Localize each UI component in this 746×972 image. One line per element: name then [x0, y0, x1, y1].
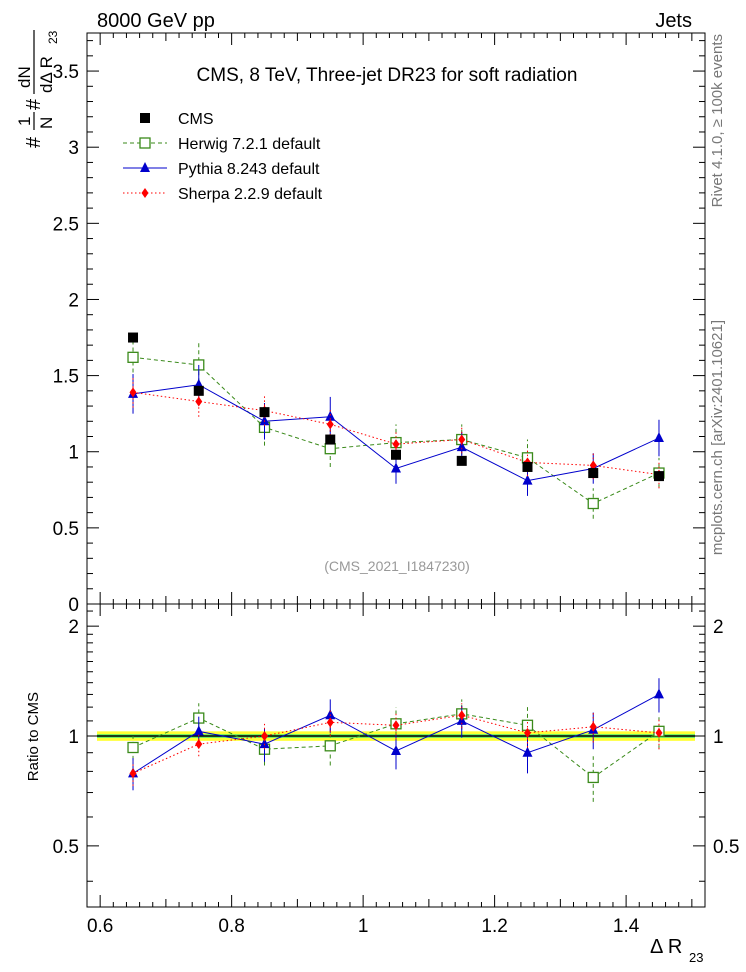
sherpa-ratio-point: [195, 739, 203, 750]
x-tick-label: 1.2: [481, 916, 507, 937]
y-tick-label: 1.5: [53, 367, 79, 388]
header-process-label: Jets: [655, 10, 692, 32]
pythia-ratio-point: [391, 744, 401, 755]
cms-point: [391, 449, 401, 460]
herwig-ratio-line: [132, 713, 660, 779]
x-axis-label-main: Δ R: [650, 936, 682, 958]
cms-point: [128, 332, 139, 343]
legend-marker-sherpa: [141, 188, 149, 198]
herwig-ratio-point: [127, 741, 139, 754]
pythia-ratio-point: [653, 688, 664, 699]
top-panel: 0 0.5 1 1.5 2 2.5 3 3.5 CMS, 8 TeV, Three-jet D…: [53, 32, 706, 616]
ylabel-prefix: #: [23, 136, 45, 148]
top-y-axis-label: # 1 N # dN dΔ R 23: [15, 30, 60, 148]
ratio-panel-frame: [86, 603, 706, 908]
pythia-point: [522, 474, 533, 485]
x-tick-label: 0.6: [87, 916, 113, 937]
sherpa-point: [326, 419, 334, 430]
sherpa-ratio-point: [589, 721, 597, 732]
pythia-point: [653, 432, 664, 443]
ratio-y-axis-label: Ratio to CMS: [25, 692, 42, 781]
legend-label-herwig: Herwig 7.2.1 default: [178, 136, 321, 153]
legend-marker-cms: [140, 113, 150, 123]
y-tick-label: 3.5: [53, 62, 79, 83]
herwig-point: [127, 351, 139, 363]
y-tick-label: 3: [68, 138, 79, 159]
pythia-point: [259, 415, 270, 426]
legend-label-cms: CMS: [178, 111, 214, 128]
ylabel-frac1-den: N: [37, 117, 56, 129]
y-tick-label: 2: [68, 290, 79, 311]
pythia-ratio-point: [193, 725, 204, 736]
sherpa-ratio-point: [392, 720, 400, 731]
herwig-ratio-point: [587, 771, 599, 784]
mcplots-label: mcplots.cern.ch [arXiv:2401.10621]: [709, 320, 726, 555]
ratio-y-tick-label: 2: [68, 617, 79, 638]
header-beam-label: 8000 GeV pp: [97, 10, 215, 32]
x-tick-label: 1: [358, 916, 369, 937]
y-tick-label: 2.5: [53, 214, 79, 235]
cms-point: [259, 407, 270, 418]
herwig-ratio-point: [324, 740, 336, 752]
herwig-point: [587, 497, 599, 510]
chart-watermark: (CMS_2021_I1847230): [324, 558, 470, 574]
herwig-line: [132, 356, 660, 505]
ratio-y-tick-label-right: 0.5: [713, 837, 739, 858]
ratio-y-tick-label-right: 1: [713, 727, 724, 748]
ratio-y-tick-label: 0.5: [53, 837, 79, 858]
legend-marker-pythia: [140, 162, 150, 172]
ratio-y-tick-label: 1: [68, 727, 79, 748]
chart-title: CMS, 8 TeV, Three-jet DR23 for soft radi…: [197, 65, 578, 86]
sherpa-ratio-point: [655, 727, 663, 738]
pythia-point: [456, 441, 467, 452]
legend-label-sherpa: Sherpa 2.2.9 default: [178, 186, 323, 203]
ylabel-frac2-num: dN: [15, 66, 34, 88]
x-tick-label: 1.4: [613, 916, 640, 937]
cms-point: [653, 471, 664, 482]
ratio-panel: 0.5 0.5 1 1 2 2 0.6 0.8 1 1.2 1.4: [53, 603, 739, 937]
rivet-version-label: Rivet 4.1.0, ≥ 100k events: [709, 34, 726, 207]
cms-point: [522, 461, 533, 472]
sherpa-point: [589, 460, 597, 471]
cms-point: [588, 468, 599, 479]
sherpa-point: [392, 439, 400, 450]
sherpa-point: [195, 396, 203, 407]
pythia-ratio-point: [325, 709, 336, 720]
pythia-point: [391, 462, 401, 473]
pythia-point: [325, 410, 336, 421]
sherpa-point: [129, 387, 137, 398]
y-tick-label: 0.5: [53, 519, 79, 540]
x-axis-label-sub: 23: [689, 950, 703, 965]
pythia-ratio-point: [522, 746, 533, 757]
legend-label-pythia: Pythia 8.243 default: [178, 161, 320, 178]
cms-point: [325, 434, 336, 445]
cms-point: [193, 385, 204, 396]
ylabel-mid: #: [23, 98, 45, 110]
sherpa-ratio-point: [458, 710, 466, 721]
sherpa-ratio-point: [326, 717, 334, 728]
legend-marker-herwig: [139, 137, 151, 149]
sherpa-ratio-point: [261, 731, 269, 742]
x-tick-label: 0.8: [218, 916, 244, 937]
sherpa-ratio-point: [129, 768, 137, 779]
pythia-ratio-point: [259, 738, 270, 749]
ratio-y-tick-label-right: 2: [713, 617, 724, 638]
legend: CMS Herwig 7.2.1 default Pythia 8.243 defa…: [123, 111, 323, 203]
y-tick-label: 0: [68, 595, 79, 616]
sherpa-ratio-point: [523, 727, 531, 738]
herwig-point: [324, 443, 336, 455]
ylabel-frac2-den-sub: 23: [46, 30, 60, 44]
y-tick-label: 1: [68, 443, 79, 464]
cms-point: [456, 455, 467, 466]
ylabel-frac2-den: dΔ R: [37, 56, 56, 93]
x-axis-label: Δ R 23: [650, 936, 703, 965]
ylabel-frac1-num: 1: [15, 117, 34, 126]
sherpa-point: [458, 434, 466, 445]
